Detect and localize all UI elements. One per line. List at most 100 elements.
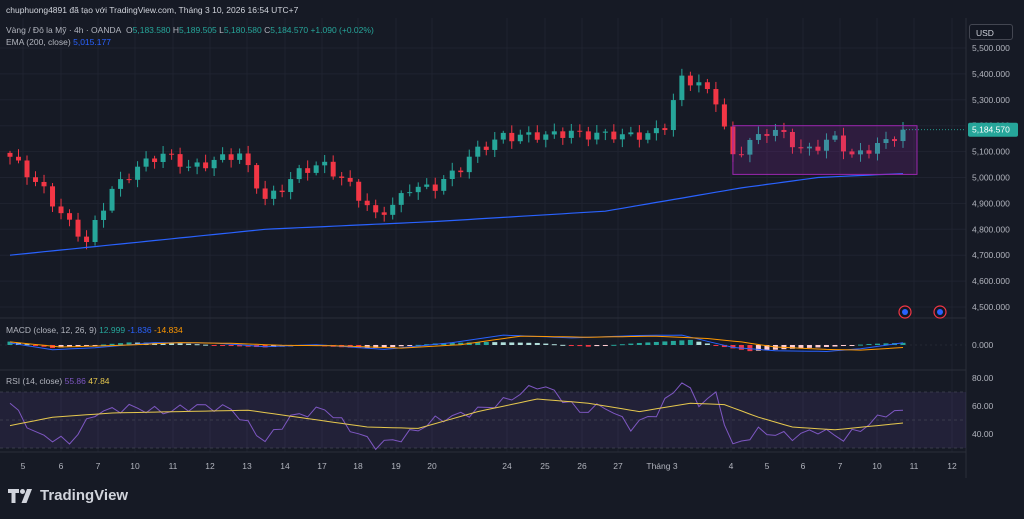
macd-histogram-bar [500, 342, 506, 345]
macd-histogram-bar [24, 344, 30, 346]
macd-histogram-bar [220, 345, 226, 346]
candle-body [101, 210, 107, 220]
macd-histogram-bar [857, 344, 863, 346]
macd-histogram-bar [849, 345, 855, 346]
macd-histogram-bar [492, 342, 498, 345]
candle-body [33, 177, 39, 182]
macd-histogram-bar [92, 345, 98, 346]
candle-body [398, 193, 404, 205]
candle-body [747, 139, 753, 155]
candle-body [509, 132, 515, 142]
candle-body [432, 184, 438, 191]
macd-histogram-bar [475, 342, 481, 345]
time-tick-label: Tháng 3 [646, 461, 677, 471]
candle-body [288, 179, 294, 193]
candle-body [271, 190, 277, 199]
candle-body [492, 139, 498, 150]
time-tick-label: 19 [391, 461, 401, 471]
candle-body [143, 158, 149, 167]
candle-body [874, 143, 880, 154]
symbol-label: Vàng / Đô la Mỹ · 4h · OANDA [6, 25, 122, 35]
candle-body [135, 166, 141, 180]
candle-body [687, 75, 693, 86]
macd-histogram-bar [602, 345, 608, 346]
candle-body [84, 236, 90, 243]
macd-histogram-bar [534, 342, 540, 345]
candle-body [789, 132, 795, 148]
currency-button[interactable]: USD [969, 24, 1013, 40]
candle-body [279, 190, 285, 193]
candle-body [738, 154, 744, 156]
candle-body [330, 161, 336, 177]
candle-body [849, 151, 855, 155]
axes: 5,500.0005,400.0005,300.0005,200.0005,10… [21, 43, 1018, 471]
rsi-pane [0, 382, 966, 451]
candle-body [551, 131, 557, 135]
ema-legend: EMA (200, close) 5,015.177 [6, 37, 111, 47]
macd-histogram-bar [186, 343, 192, 345]
candle-body [92, 219, 98, 243]
time-tick-label: 6 [59, 461, 64, 471]
signal-line [9, 335, 904, 351]
ohlc-legend: Vàng / Đô la Mỹ · 4h · OANDA O5,183.580 … [6, 25, 374, 35]
candle-body [594, 132, 600, 140]
candle-body [543, 134, 549, 140]
macd-histogram-bar [560, 344, 566, 346]
time-tick-label: 27 [613, 461, 623, 471]
macd-histogram-bar [458, 342, 464, 345]
macd-histogram-bar [755, 345, 761, 351]
candle-body [679, 75, 685, 101]
candle-body [364, 200, 370, 206]
candle-body [211, 159, 217, 169]
candle-body [228, 154, 234, 160]
macd-histogram-bar [551, 344, 557, 346]
candle-body [262, 188, 268, 199]
candle-body [900, 129, 906, 142]
macd-histogram-bar [509, 342, 515, 345]
candle-body [152, 158, 158, 163]
candle-body [696, 82, 702, 86]
macd-histogram-bar [747, 345, 753, 352]
macd-histogram-bar [789, 345, 795, 349]
macd-histogram-bar [866, 343, 872, 345]
time-tick-label: 10 [130, 461, 140, 471]
candle-body [636, 132, 642, 140]
event-flag-dot [902, 309, 908, 315]
candle-body [526, 132, 532, 135]
candle-body [857, 150, 863, 155]
candle-body [203, 162, 209, 169]
macd-histogram-bar [815, 345, 821, 348]
candle-body [373, 205, 379, 213]
brand-name: TradingView [40, 487, 129, 504]
candle-body [891, 139, 897, 142]
time-tick-label: 5 [21, 461, 26, 471]
time-tick-label: 18 [353, 461, 363, 471]
macd-histogram-bar [636, 342, 642, 345]
macd-histogram-bar [764, 345, 770, 351]
macd-histogram-bar [543, 343, 549, 345]
macd-histogram-bar [653, 341, 659, 345]
last-price-label: 5,184.570 [972, 125, 1010, 135]
time-tick-label: 7 [838, 461, 843, 471]
candle-body [602, 131, 608, 133]
candle-body [475, 146, 481, 157]
candle-body [866, 150, 872, 154]
macd-histogram-bar [704, 343, 710, 345]
candle-body [24, 160, 30, 178]
candle-body [645, 133, 651, 140]
candle-body [653, 128, 659, 134]
macd-histogram-bar [594, 345, 600, 347]
candle-body [466, 156, 472, 173]
price-tick-label: 5,000.000 [972, 173, 1010, 183]
rsi-tick-label: 80.00 [972, 373, 994, 383]
macd-histogram-bar [101, 344, 107, 346]
macd-histogram-bar [577, 345, 583, 347]
price-tick-label: 4,600.000 [972, 276, 1010, 286]
candle-body [126, 179, 132, 181]
candle-body [458, 170, 464, 173]
macd-histogram-bar [84, 345, 90, 346]
macd-histogram-bar [883, 343, 889, 345]
macd-histogram-bar [109, 343, 115, 345]
macd-histogram-bar [237, 345, 243, 347]
